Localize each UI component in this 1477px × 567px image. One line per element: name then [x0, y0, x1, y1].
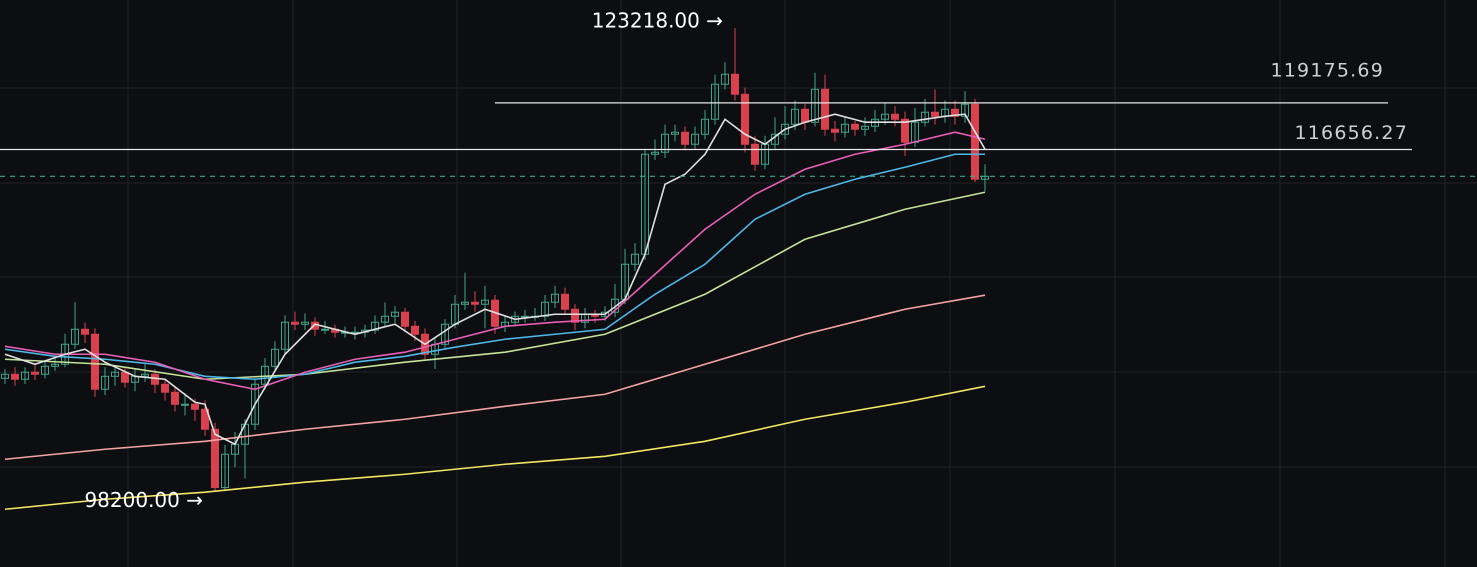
- candle-body: [31, 371, 39, 375]
- candle-body: [21, 371, 29, 380]
- candle-body: [81, 328, 89, 335]
- candle-body: [271, 348, 279, 367]
- candle-body: [631, 253, 639, 265]
- price-line-label: 116656.27: [1294, 122, 1408, 144]
- extreme-annotation: 123218.00 →: [592, 9, 723, 33]
- candle-body: [171, 391, 179, 405]
- candle-body: [791, 108, 799, 125]
- candle-body: [721, 73, 729, 85]
- candle-body: [321, 328, 329, 331]
- candle-body: [831, 128, 839, 133]
- candle-body: [291, 321, 299, 325]
- candle-body: [401, 311, 409, 327]
- candle-body: [821, 88, 829, 130]
- candle-body: [51, 363, 59, 367]
- moving-average: [4, 385, 986, 511]
- candle-body: [921, 111, 929, 123]
- candle-body: [961, 103, 969, 117]
- candle-body: [571, 308, 579, 323]
- candle-body: [101, 375, 109, 390]
- candle-body: [701, 118, 709, 135]
- candle-body: [161, 383, 169, 393]
- candle-body: [931, 111, 939, 117]
- moving-average: [4, 113, 986, 446]
- candle-body: [741, 93, 749, 145]
- moving-average: [4, 294, 986, 461]
- candle-body: [211, 428, 219, 489]
- candle-body: [11, 373, 19, 380]
- candle-body: [671, 131, 679, 135]
- moving-average: [4, 131, 986, 391]
- candle-body: [891, 113, 899, 120]
- candle-body: [411, 325, 419, 335]
- candle-body: [811, 88, 819, 123]
- candle-body: [251, 383, 259, 425]
- candle-body: [201, 408, 209, 430]
- candle-body: [461, 301, 469, 305]
- candle-body: [881, 113, 889, 120]
- moving-average: [4, 191, 986, 381]
- candle-body: [971, 103, 979, 180]
- candle-body: [751, 143, 759, 165]
- candle-body: [681, 131, 689, 145]
- candle-body: [371, 321, 379, 331]
- candle-body: [221, 453, 229, 489]
- candle-body: [801, 108, 809, 123]
- candle-body: [861, 125, 869, 130]
- candle-body: [471, 301, 479, 305]
- candle-body: [731, 73, 739, 95]
- candle-body: [651, 151, 659, 155]
- candle-body: [191, 403, 199, 410]
- candle-body: [551, 293, 559, 303]
- extreme-annotation: 98200.00 →: [84, 488, 203, 512]
- candle-body: [91, 333, 99, 390]
- candle-body: [141, 373, 149, 377]
- candle-body: [611, 298, 619, 313]
- candle-body: [381, 315, 389, 323]
- candle-body: [901, 118, 909, 143]
- candle-body: [301, 321, 309, 325]
- candle-body: [441, 323, 449, 345]
- candle-body: [1, 373, 9, 379]
- candle-body: [561, 293, 569, 310]
- price-line-label: 119175.69: [1270, 59, 1384, 81]
- candle-body: [281, 321, 289, 350]
- candle-body: [781, 123, 789, 135]
- candle-body: [851, 123, 859, 130]
- candle-body: [661, 133, 669, 153]
- candle-body: [481, 299, 489, 305]
- candle-body: [71, 328, 79, 345]
- candle-body: [41, 365, 49, 375]
- candle-body: [391, 311, 399, 317]
- candle-body: [951, 108, 959, 117]
- candle-body: [261, 365, 269, 385]
- candle-body: [711, 83, 719, 120]
- candle-body: [841, 123, 849, 133]
- candle-body: [111, 371, 119, 377]
- candle-body: [691, 133, 699, 145]
- candle-body: [121, 371, 129, 383]
- candle-body: [181, 403, 189, 406]
